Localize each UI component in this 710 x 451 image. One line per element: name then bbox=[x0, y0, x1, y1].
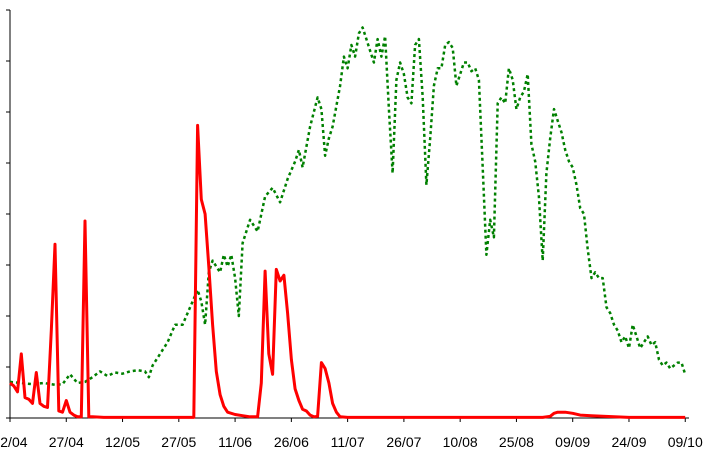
chart-series-layer bbox=[9, 26, 687, 419]
x-tick-label: 10/08 bbox=[443, 434, 478, 450]
dotted-series-line bbox=[9, 26, 687, 387]
x-tick-label: 26/06 bbox=[274, 434, 309, 450]
x-tick-label: 09/10 bbox=[668, 434, 703, 450]
solid-series-line bbox=[9, 123, 686, 419]
x-tick-label: 25/08 bbox=[499, 434, 534, 450]
x-tick-label: 27/04 bbox=[49, 434, 84, 450]
x-tick-label: 27/05 bbox=[161, 434, 196, 450]
chart-axes bbox=[6, 9, 689, 422]
x-tick-label: 26/07 bbox=[386, 434, 421, 450]
x-tick-label: 11/07 bbox=[331, 434, 365, 450]
x-tick-label: 11/06 bbox=[218, 434, 252, 450]
x-tick-label: 12/04 bbox=[0, 434, 28, 450]
x-tick-label: 24/09 bbox=[611, 434, 646, 450]
x-tick-label: 09/09 bbox=[555, 434, 590, 450]
chart-x-tick-labels: 12/04 27/04 12/05 27/05 11/06 26/06 11/07 26/07… bbox=[0, 434, 703, 450]
x-tick-label: 12/05 bbox=[105, 434, 140, 450]
